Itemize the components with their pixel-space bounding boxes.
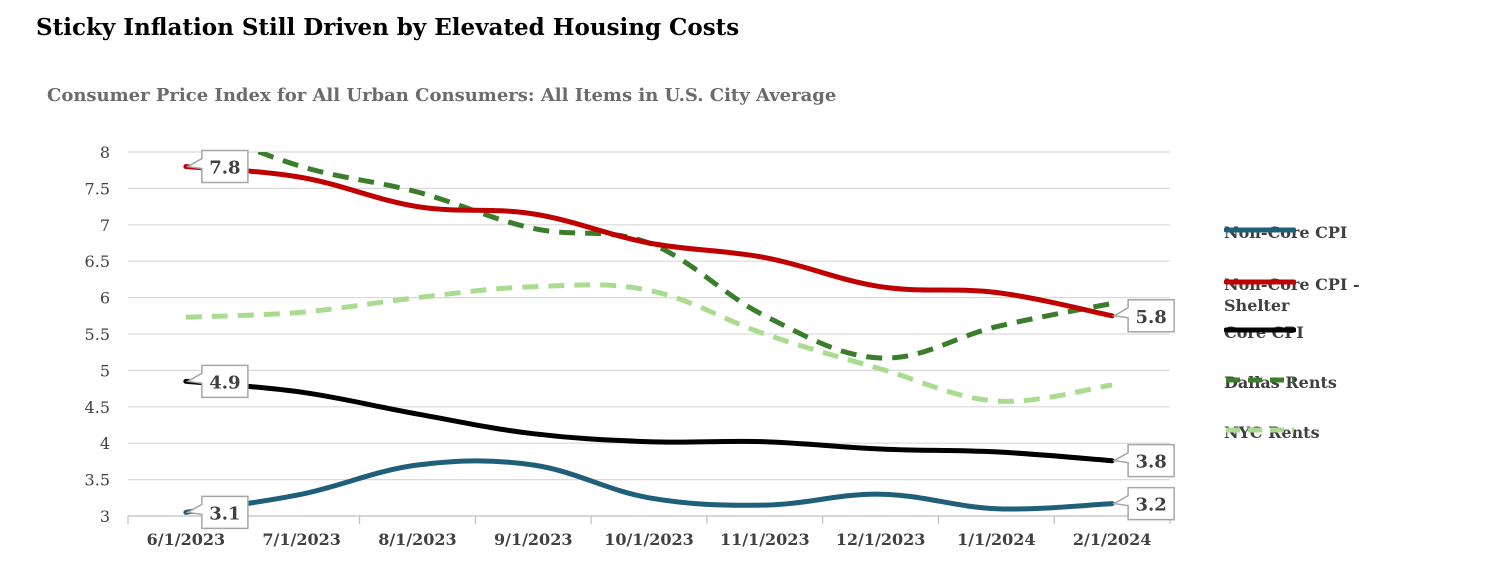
callout-label: 4.9 (209, 372, 240, 393)
x-tick-label: 12/1/2023 (836, 530, 926, 549)
data-callout: 3.1 (185, 495, 249, 530)
y-tick-label: 8 (100, 143, 110, 162)
series-line-core-cpi (183, 378, 1115, 464)
callout-box (185, 364, 249, 399)
x-tick-label: 6/1/2023 (147, 530, 225, 549)
series-lines (183, 152, 1115, 515)
data-callouts: 7.8 4.9 3.1 5.8 3.8 3.2 (185, 149, 1175, 530)
y-tick-label: 4.5 (85, 398, 110, 417)
data-callout: 4.9 (185, 364, 249, 399)
data-callout: 3.2 (1111, 486, 1175, 521)
series-line-nyc-rents (185, 282, 1113, 404)
y-tick-label: 5 (100, 361, 110, 380)
y-tick-label: 5.5 (85, 325, 110, 344)
callout-box (185, 495, 249, 530)
legend-item: Non-Core CPI (1224, 222, 1374, 243)
y-axis-ticks: 8 7.5 7 6.5 6 5.5 5 4.5 4 3.5 3 (85, 143, 110, 526)
chart-subtitle: Consumer Price Index for All Urban Consu… (47, 85, 837, 106)
x-tick-label: 8/1/2023 (378, 530, 456, 549)
data-callout: 7.8 (185, 149, 249, 184)
legend-item: NYC Rents (1224, 422, 1374, 443)
callout-box (1111, 299, 1175, 333)
x-tick-label: 10/1/2023 (604, 530, 694, 549)
chart-title: Sticky Inflation Still Driven by Elevate… (36, 14, 740, 41)
gridlines (128, 151, 1170, 517)
callout-label: 5.8 (1135, 307, 1166, 328)
y-tick-label: 6.5 (85, 252, 110, 271)
y-tick-label: 7.5 (85, 179, 110, 198)
legend-item: Dallas Rents (1224, 372, 1374, 393)
callout-box (185, 149, 249, 184)
legend-item: Non-Core CPI - Shelter (1224, 274, 1374, 316)
callout-box (1111, 443, 1175, 478)
x-tick-label: 11/1/2023 (720, 530, 810, 549)
y-tick-label: 6 (100, 289, 110, 308)
y-tick-label: 3 (100, 507, 110, 526)
callout-label: 3.8 (1135, 452, 1166, 473)
callout-label: 7.8 (209, 158, 240, 179)
x-tick-label: 2/1/2024 (1073, 530, 1151, 549)
data-callout: 3.8 (1111, 443, 1175, 478)
callout-label: 3.1 (209, 503, 240, 524)
series-line-non-core-cpi-shelter (183, 164, 1115, 319)
legend-swatch (1224, 327, 1296, 333)
y-tick-label: 4 (100, 434, 110, 453)
y-tick-label: 7 (100, 216, 110, 235)
legend-swatch (1226, 377, 1294, 383)
x-tick-label: 7/1/2023 (262, 530, 340, 549)
legend-swatch (1224, 227, 1296, 233)
x-axis: 6/1/2023 7/1/2023 8/1/2023 9/1/2023 10/1/202… (127, 516, 1171, 549)
legend-item: Core CPI (1224, 322, 1374, 343)
x-tick-label: 9/1/2023 (494, 530, 572, 549)
callout-label: 3.2 (1135, 495, 1166, 516)
series-line-non-core-cpi (183, 458, 1115, 515)
legend-swatch (1226, 427, 1294, 433)
data-callout: 5.8 (1111, 299, 1175, 333)
legend-swatch (1224, 279, 1296, 285)
y-tick-label: 3.5 (85, 471, 110, 490)
callout-box (1111, 486, 1175, 521)
x-tick-label: 1/1/2024 (957, 530, 1035, 549)
